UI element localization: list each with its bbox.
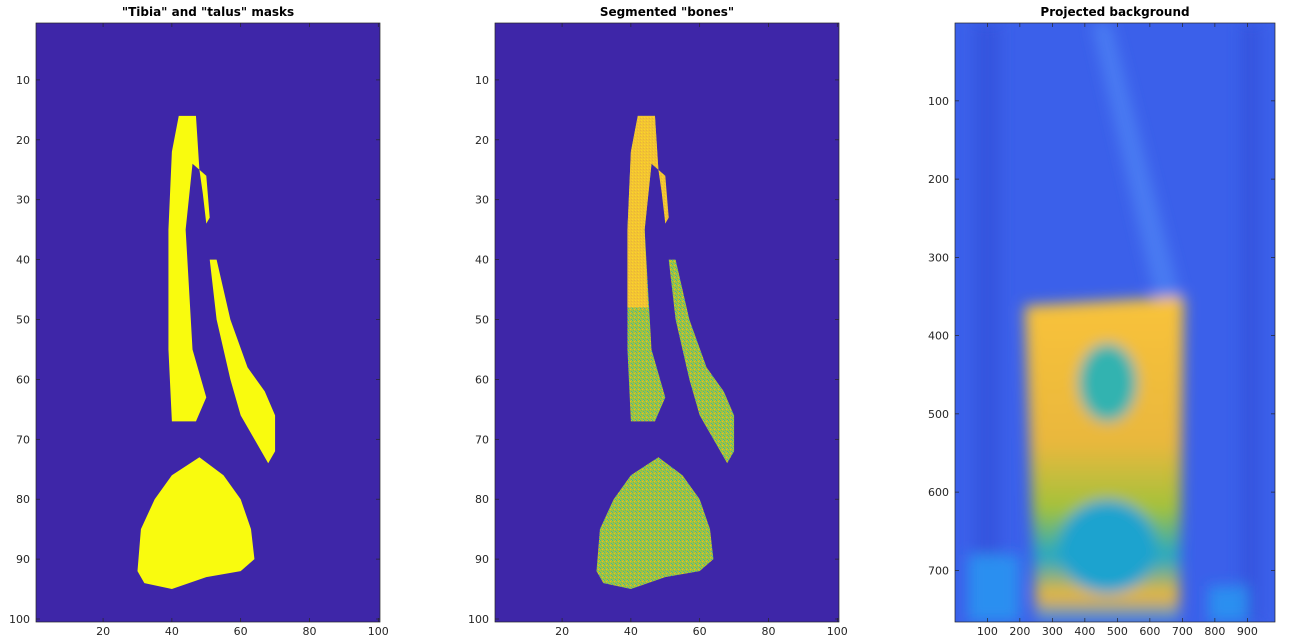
subplot: Segmented "bones" 20 40 60 80 100 10 20 30 40 50 60… <box>468 5 848 638</box>
subplot: "Tibia" and "talus" masks 20 40 60 80 100 10 20… <box>9 5 389 638</box>
y-tick-label: 20 <box>16 134 30 147</box>
y-tick-label: 100 <box>9 613 30 626</box>
y-tick-label: 20 <box>475 134 489 147</box>
x-tick-label: 80 <box>302 625 316 638</box>
column <box>974 23 1000 622</box>
axes-title: "Tibia" and "talus" masks <box>122 5 294 19</box>
x-tick-label: 100 <box>977 625 998 638</box>
x-tick-label: 500 <box>1107 625 1128 638</box>
y-tick-label: 80 <box>16 493 30 506</box>
axes-title: Projected background <box>1040 5 1189 19</box>
x-tick-label: 20 <box>96 625 110 638</box>
x-tick-label: 60 <box>234 625 248 638</box>
x-tick-label: 60 <box>693 625 707 638</box>
y-tick-label: 300 <box>928 251 949 264</box>
x-tick-label: 80 <box>761 625 775 638</box>
page: {"chart_data":[ {"type":"image","title":… <box>0 0 1309 640</box>
y-tick-label: 90 <box>16 553 30 566</box>
x-tick-label: 800 <box>1204 625 1225 638</box>
projection-spot <box>1078 343 1137 421</box>
y-tick-label: 700 <box>928 564 949 577</box>
y-tick-label: 30 <box>16 194 30 207</box>
y-tick-label: 600 <box>928 486 949 499</box>
y-tick-label: 70 <box>16 433 30 446</box>
y-tick-label: 60 <box>16 373 30 386</box>
y-tick-label: 40 <box>475 254 489 267</box>
y-tick-label: 100 <box>928 95 949 108</box>
y-tick-label: 80 <box>475 493 489 506</box>
x-tick-label: 100 <box>827 625 848 638</box>
y-tick-label: 60 <box>475 373 489 386</box>
y-tick-label: 500 <box>928 408 949 421</box>
y-tick-label: 10 <box>16 74 30 87</box>
x-tick-label: 700 <box>1172 625 1193 638</box>
x-tick-label: 900 <box>1237 625 1258 638</box>
y-tick-label: 70 <box>475 433 489 446</box>
y-tick-label: 40 <box>16 254 30 267</box>
figure: "Tibia" and "talus" masks 20 40 60 80 100 10 20… <box>0 0 1309 640</box>
image <box>36 23 380 622</box>
axes-title: Segmented "bones" <box>600 5 734 19</box>
y-tick-label: 90 <box>475 553 489 566</box>
x-tick-label: 40 <box>165 625 179 638</box>
y-tick-label: 200 <box>928 173 949 186</box>
subplot: Projected background 100 200 300 400 500 600 70… <box>928 5 1275 638</box>
x-tick-label: 600 <box>1139 625 1160 638</box>
x-tick-label: 40 <box>624 625 638 638</box>
projection-foot <box>1208 586 1247 622</box>
image <box>955 23 1275 622</box>
y-tick-label: 10 <box>475 74 489 87</box>
y-tick-label: 30 <box>475 194 489 207</box>
x-tick-label: 20 <box>555 625 569 638</box>
y-tick-label: 50 <box>475 314 489 327</box>
projection-spot <box>1059 500 1157 594</box>
x-tick-label: 200 <box>1009 625 1030 638</box>
x-tick-label: 100 <box>368 625 389 638</box>
image <box>495 23 839 622</box>
y-tick-label: 100 <box>468 613 489 626</box>
projection-foot <box>968 555 1020 622</box>
y-tick-label: 50 <box>16 314 30 327</box>
x-tick-label: 300 <box>1042 625 1063 638</box>
column <box>1241 23 1261 622</box>
x-tick-label: 400 <box>1074 625 1095 638</box>
y-tick-label: 400 <box>928 330 949 343</box>
